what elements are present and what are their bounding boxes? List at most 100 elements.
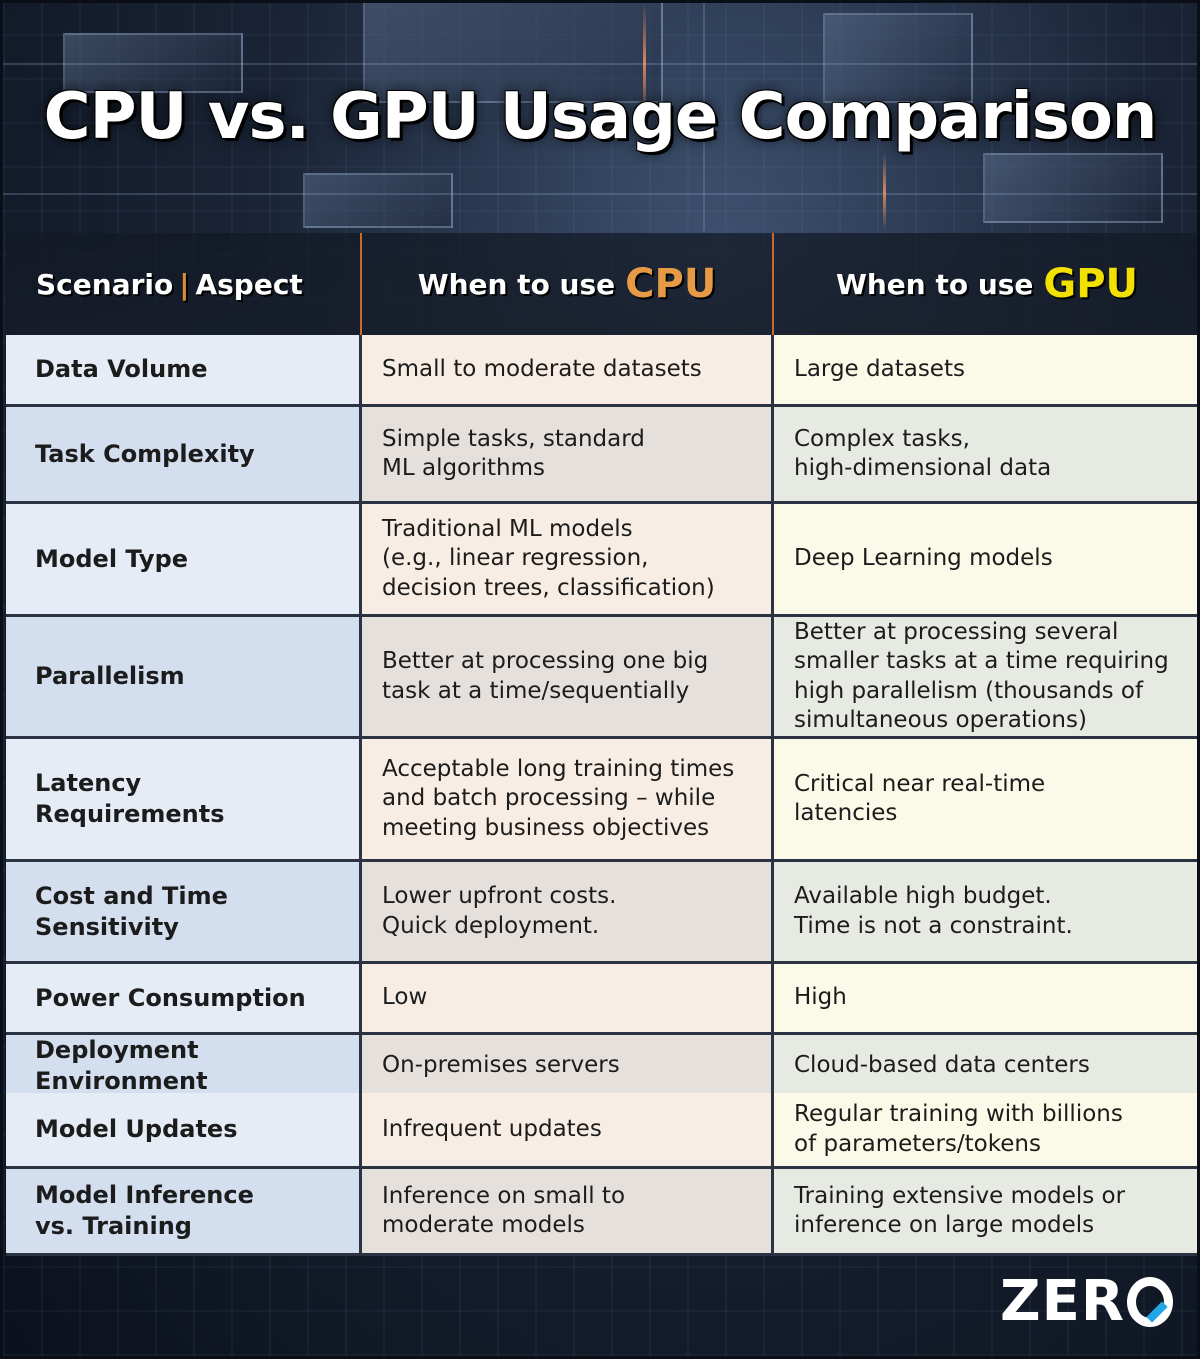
circuit-chip-graphic xyxy=(983,153,1163,223)
row-aspect-text-line: Deployment Environment xyxy=(35,1036,208,1095)
row-gpu-text-line: high parallelism (thousands of xyxy=(794,677,1144,704)
row-aspect-text-line: Model Inference xyxy=(35,1181,254,1210)
row-gpu-text-line: Regular training with billions xyxy=(794,1101,1123,1128)
table-header: Scenario | Aspect When to use CPU When t… xyxy=(6,233,1197,335)
row-gpu-cell: High xyxy=(774,964,1197,1032)
row-gpu-text-line: Time is not a constraint. xyxy=(794,912,1073,939)
header-cpu: When to use CPU xyxy=(362,233,774,335)
header-aspect-label: Aspect xyxy=(195,267,303,301)
row-gpu-cell: Deep Learning models xyxy=(774,504,1197,614)
row-cpu-text-line: Simple tasks, standard xyxy=(382,425,645,452)
table-row: Parallelism Better at processing one big t… xyxy=(6,617,1197,739)
row-gpu-text-line: Large datasets xyxy=(794,355,965,382)
header-scenario-aspect: Scenario | Aspect xyxy=(6,233,362,335)
row-aspect-cell: Cost and Time Sensitivity xyxy=(6,862,362,961)
row-cpu-cell: Inference on small to moderate models xyxy=(362,1169,774,1253)
row-gpu-cell: Training extensive models or inference on… xyxy=(774,1169,1197,1253)
row-aspect-cell: Model Updates xyxy=(6,1093,362,1166)
header-cpu-highlight: CPU xyxy=(625,261,717,307)
row-cpu-cell: Acceptable long training times and batch … xyxy=(362,739,774,859)
row-aspect-cell: Data Volume xyxy=(6,335,362,404)
row-gpu-cell: Regular training with billions of paramet… xyxy=(774,1093,1197,1166)
row-cpu-cell: Low xyxy=(362,964,774,1032)
header-cpu-prefix: When to use xyxy=(417,267,616,301)
row-gpu-text-line: Available high budget. xyxy=(794,883,1052,910)
table-row: Model Inference vs. Training Inference on … xyxy=(6,1169,1197,1256)
row-cpu-cell: Infrequent updates xyxy=(362,1093,774,1166)
row-aspect-cell: Model Inference vs. Training xyxy=(6,1169,362,1253)
row-cpu-text-line: meeting business objectives xyxy=(382,814,710,841)
table-row: Deployment Environment On-premises server… xyxy=(6,1035,1197,1097)
row-gpu-text-line: Complex tasks, xyxy=(794,425,970,452)
row-aspect-cell: Power Consumption xyxy=(6,964,362,1032)
header-separator: | xyxy=(179,267,190,301)
table-row: Cost and Time Sensitivity Lower upfront co… xyxy=(6,862,1197,964)
row-aspect-cell: Model Type xyxy=(6,504,362,614)
row-aspect-text-line: Sensitivity xyxy=(35,912,179,941)
circuit-glow xyxy=(643,3,646,123)
row-gpu-cell: Available high budget. Time is not a cons… xyxy=(774,862,1197,961)
row-gpu-text-line: Critical near real-time xyxy=(794,770,1046,797)
row-gpu-text-line: High xyxy=(794,984,847,1011)
hero-banner: CPU vs. GPU Usage Comparison xyxy=(3,3,1197,231)
row-aspect-cell: Task Complexity xyxy=(6,407,362,501)
row-gpu-text-line: simultaneous operations) xyxy=(794,706,1087,733)
row-gpu-text-line: Training extensive models or xyxy=(794,1182,1126,1209)
row-cpu-text-line: and batch processing – while xyxy=(382,785,716,812)
row-gpu-text-line: Cloud-based data centers xyxy=(794,1052,1090,1078)
row-cpu-text-line: (e.g., linear regression, xyxy=(382,545,649,572)
row-gpu-text-line: inference on large models xyxy=(794,1212,1095,1238)
row-gpu-cell: Critical near real-time latencies xyxy=(774,739,1197,859)
row-cpu-cell: Better at processing one big task at a ti… xyxy=(362,617,774,736)
comparison-table: Data Volume Small to moderate datasets Lar… xyxy=(6,335,1197,1256)
row-gpu-text-line: Better at processing several xyxy=(794,618,1119,645)
table-row: Model Updates Infrequent updates Regular t… xyxy=(6,1093,1197,1169)
circuit-chip-graphic xyxy=(63,33,243,93)
row-cpu-text-line: Quick deployment. xyxy=(382,912,600,939)
page-title: CPU vs. GPU Usage Comparison xyxy=(43,80,1158,154)
row-aspect-cell: Latency Requirements xyxy=(6,739,362,859)
table-row: Model Type Traditional ML models (e.g., li… xyxy=(6,504,1197,617)
circuit-chip-graphic xyxy=(303,173,453,228)
row-aspect-text-line: Parallelism xyxy=(35,662,185,691)
row-aspect-text-line: Model Type xyxy=(35,544,189,573)
row-cpu-text-line: Small to moderate datasets xyxy=(382,355,702,382)
row-aspect-text-line: Data Volume xyxy=(35,355,208,384)
zero-logo: ZER xyxy=(1000,1269,1173,1334)
row-cpu-cell: On-premises servers xyxy=(362,1035,774,1097)
circuit-trace xyxy=(3,63,1197,65)
table-row: Latency Requirements Acceptable long train… xyxy=(6,739,1197,862)
row-aspect-text-line: Cost and Time xyxy=(35,881,228,910)
table-row: Task Complexity Simple tasks, standard ML … xyxy=(6,407,1197,504)
row-aspect-text-line: vs. Training xyxy=(35,1212,192,1240)
row-cpu-text-line: Acceptable long training times xyxy=(382,755,735,782)
row-aspect-cell: Parallelism xyxy=(6,617,362,736)
row-aspect-text-line: Latency xyxy=(35,769,142,798)
circuit-glow xyxy=(883,153,886,231)
row-aspect-cell: Deployment Environment xyxy=(6,1035,362,1097)
row-cpu-cell: Traditional ML models (e.g., linear regre… xyxy=(362,504,774,614)
row-cpu-text-line: ML algorithms xyxy=(382,455,545,481)
row-gpu-text-line: Deep Learning models xyxy=(794,545,1053,572)
row-aspect-text-line: Task Complexity xyxy=(35,439,255,468)
row-cpu-text-line: On-premises servers xyxy=(382,1052,620,1078)
row-gpu-text-line: latencies xyxy=(794,800,898,826)
table-row: Power Consumption Low High xyxy=(6,964,1197,1035)
row-gpu-text-line: of parameters/tokens xyxy=(794,1130,1041,1157)
row-cpu-text-line: Inference on small to xyxy=(382,1182,626,1209)
row-aspect-text-line: Requirements xyxy=(35,800,225,828)
circuit-trace xyxy=(703,3,705,231)
logo-o-icon xyxy=(1127,1276,1173,1327)
row-cpu-text-line: Traditional ML models xyxy=(382,515,633,542)
row-aspect-text-line: Model Updates xyxy=(35,1115,238,1144)
circuit-chip-graphic xyxy=(363,3,663,103)
row-gpu-text-line: smaller tasks at a time requiring xyxy=(794,648,1169,675)
row-gpu-cell: Better at processing several smaller task… xyxy=(774,617,1197,736)
header-gpu-prefix: When to use xyxy=(835,267,1034,301)
table-row: Data Volume Small to moderate datasets Lar… xyxy=(6,335,1197,407)
row-cpu-text-line: decision trees, classification) xyxy=(382,574,715,601)
row-gpu-cell: Cloud-based data centers xyxy=(774,1035,1197,1097)
row-cpu-text-line: Lower upfront costs. xyxy=(382,883,617,910)
row-cpu-cell: Lower upfront costs. Quick deployment. xyxy=(362,862,774,961)
